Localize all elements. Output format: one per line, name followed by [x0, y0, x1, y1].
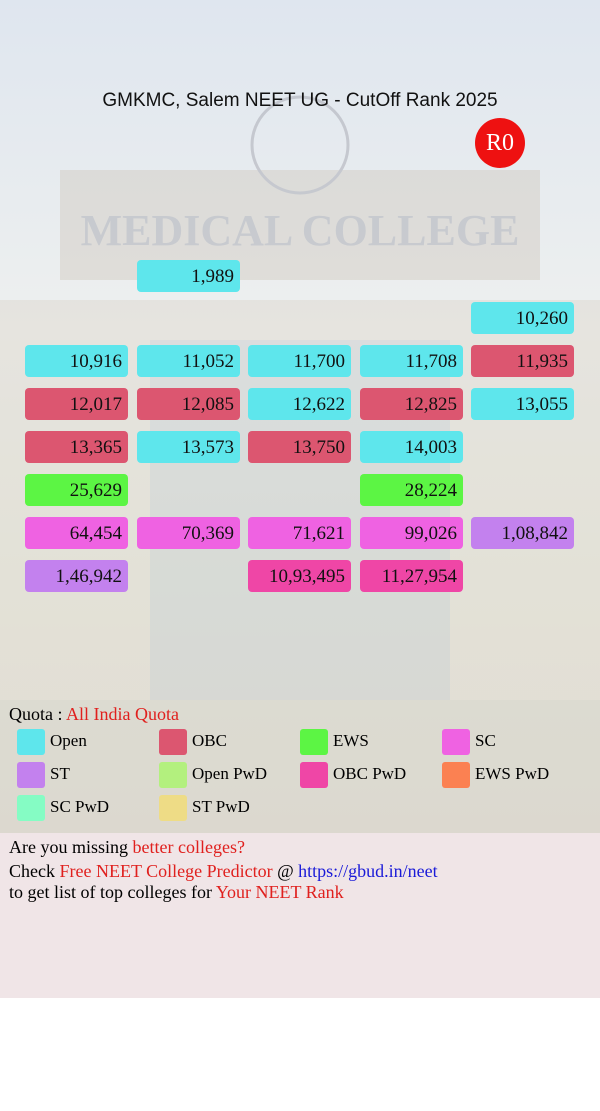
legend-label: OBC PwD	[333, 764, 407, 783]
rank-cell: 99,026	[360, 517, 463, 549]
rank-cell: 11,27,954	[360, 560, 463, 592]
title: GMKMC, Salem NEET UG - CutOff Rank 2025	[102, 90, 498, 111]
legend-label: SC	[475, 731, 496, 750]
rank-cell: 13,750	[248, 431, 351, 463]
rank-cell: 14,003	[360, 431, 463, 463]
quota-label: Quota :	[9, 704, 63, 724]
footer-line: Check Free NEET College Predictor @ http…	[9, 861, 438, 882]
legend-label: OBC	[192, 731, 227, 750]
legend-swatch	[442, 729, 470, 755]
legend-label: Open	[50, 731, 87, 750]
text: Are you missing	[9, 837, 128, 857]
legend-label: EWS	[333, 731, 369, 750]
legend-swatch	[300, 729, 328, 755]
highlight: Your NEET Rank	[215, 882, 344, 902]
legend-label: ST	[50, 764, 70, 783]
legend-swatch	[159, 795, 187, 821]
legend-label: ST PwD	[192, 797, 250, 816]
text: Check	[9, 861, 55, 881]
rank-cell: 12,622	[248, 388, 351, 420]
rank-cell: 70,369	[137, 517, 240, 549]
rank-cell: 28,224	[360, 474, 463, 506]
footer	[0, 833, 600, 998]
rank-cell: 12,085	[137, 388, 240, 420]
rank-cell: 12,017	[25, 388, 128, 420]
legend-swatch	[159, 762, 187, 788]
rank-cell: 10,93,495	[248, 560, 351, 592]
link[interactable]: https://gbud.in/neet	[298, 861, 438, 881]
rank-cell: 10,260	[471, 302, 574, 334]
rank-cell: 10,916	[25, 345, 128, 377]
rank-cell: 13,055	[471, 388, 574, 420]
rank-cell: 71,621	[248, 517, 351, 549]
rank-cell: 1,08,842	[471, 517, 574, 549]
legend-swatch	[17, 762, 45, 788]
text: to get list of top colleges for	[9, 882, 212, 902]
text: @	[277, 861, 294, 881]
rank-cell: 11,935	[471, 345, 574, 377]
rank-cell: 11,052	[137, 345, 240, 377]
highlight[interactable]: Free NEET College Predictor	[59, 861, 273, 881]
legend-label: Open PwD	[192, 764, 268, 783]
legend-swatch	[300, 762, 328, 788]
footer-line: to get list of top colleges for Your NEE…	[9, 882, 344, 903]
rank-cell: 11,700	[248, 345, 351, 377]
highlight: better colleges?	[132, 837, 245, 857]
legend-swatch	[17, 795, 45, 821]
legend-swatch	[442, 762, 470, 788]
quota-value: All India Quota	[66, 704, 179, 724]
quota-line: Quota : All India Quota	[9, 704, 179, 725]
footer-line: Are you missing better colleges?	[9, 837, 245, 858]
legend-label: EWS PwD	[475, 764, 550, 783]
rank-cell: 12,825	[360, 388, 463, 420]
rank-cell: 64,454	[25, 517, 128, 549]
rank-cell: 1,989	[137, 260, 240, 292]
legend-swatch	[159, 729, 187, 755]
rank-cell: 25,629	[25, 474, 128, 506]
rank-cell: 1,46,942	[25, 560, 128, 592]
rank-cell: 13,365	[25, 431, 128, 463]
legend-label: SC PwD	[50, 797, 110, 816]
rank-cell: 11,708	[360, 345, 463, 377]
svg-text:MEDICAL COLLEGE: MEDICAL COLLEGE	[81, 206, 520, 255]
legend-swatch	[17, 729, 45, 755]
round-badge: R0	[475, 118, 525, 168]
rank-cell: 13,573	[137, 431, 240, 463]
